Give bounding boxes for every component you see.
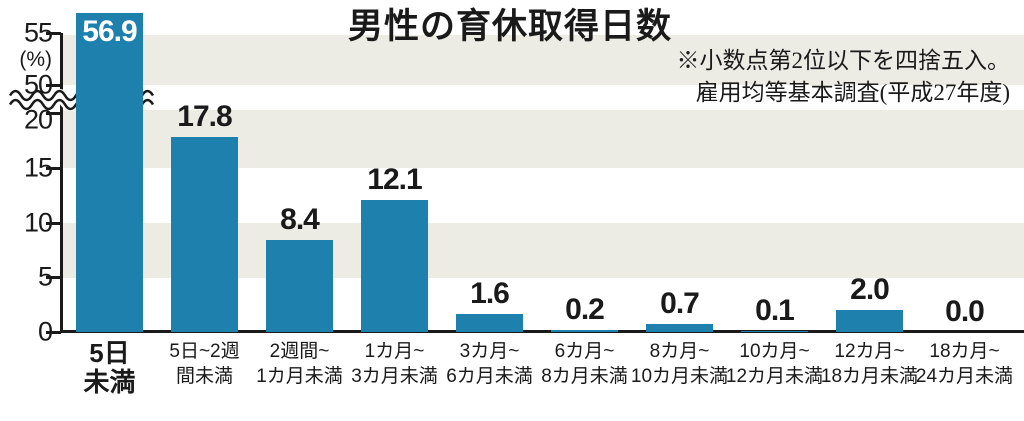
category-label: 12カ月~ 18カ月未満 xyxy=(800,339,940,389)
category-label: 6カ月~ 8カ月未満 xyxy=(515,339,655,389)
bar-5日~2週 xyxy=(171,137,238,332)
bar-5日 xyxy=(76,13,143,332)
bar-2週間~ xyxy=(266,240,333,332)
category-label: 5日~2週間未満 xyxy=(135,339,275,389)
bar-value-label: 1.6 xyxy=(470,277,510,310)
y-axis-tick xyxy=(46,276,61,280)
category-label-line: 1カ月~ xyxy=(364,341,425,362)
bar-10カ月~ xyxy=(741,331,808,332)
bar-value-label: 0.2 xyxy=(565,293,605,326)
y-axis-tick xyxy=(46,166,61,170)
y-axis-tick-label: 0 xyxy=(37,316,53,347)
bar-value-label: 8.4 xyxy=(280,203,320,236)
bar-value-label: 56.9 xyxy=(82,15,137,48)
category-label-line: 1カ月未満 xyxy=(256,366,343,387)
bar-value-label: 17.8 xyxy=(177,100,232,133)
background-band-1 xyxy=(63,35,1024,85)
category-label-line: 10カ月~ xyxy=(739,341,810,362)
category-label-line: 6カ月未満 xyxy=(446,366,533,387)
y-axis-line xyxy=(60,33,63,333)
y-axis-tick xyxy=(46,112,61,115)
note-source: 雇用均等基本調査(平成27年度) xyxy=(695,80,1010,105)
category-label-line: 12カ月未満 xyxy=(725,366,824,387)
category-label-line: 3カ月~ xyxy=(459,341,520,362)
category-label-line: 5日~2週 xyxy=(169,341,240,362)
category-label: 8カ月~ 10カ月未満 xyxy=(610,339,750,389)
bar-value-label: 2.0 xyxy=(850,273,890,306)
bar-value-label: 0.0 xyxy=(945,295,985,328)
y-axis-tick xyxy=(46,31,61,35)
category-label-line: 未満 xyxy=(83,367,136,397)
bar-1カ月~ xyxy=(361,200,428,332)
category-label: 2週間~ 1カ月未満 xyxy=(230,339,370,389)
bar-value-label: 12.1 xyxy=(367,163,422,196)
category-label-line: 24カ月未満 xyxy=(915,366,1014,387)
bar-6カ月~ xyxy=(551,330,618,332)
y-axis-tick-label: 55 xyxy=(23,17,53,48)
category-label-line: 5日 xyxy=(89,338,130,368)
category-label: 10カ月~ 12カ月未満 xyxy=(705,339,845,389)
note-rounding: ※小数点第2位以下を四捨五入。 xyxy=(676,48,1011,73)
category-label-line: 3カ月未満 xyxy=(351,366,438,387)
y-axis-tick xyxy=(46,84,61,87)
y-axis-tick xyxy=(46,331,61,334)
chart-title: 男性の育休取得日数 xyxy=(347,7,673,46)
category-label-line: 8カ月未満 xyxy=(541,366,628,387)
y-axis-tick-label: 15 xyxy=(23,152,53,183)
category-label-line: 12カ月~ xyxy=(834,341,905,362)
category-label-line: 間未満 xyxy=(175,366,233,387)
y-axis-tick-label: 20 xyxy=(23,104,53,135)
source-note: ※小数点第2位以下を四捨五入。 雇用均等基本調査(平成27年度) xyxy=(677,45,1011,109)
y-axis-tick-label: 50 xyxy=(23,69,53,100)
bar-3カ月~ xyxy=(456,314,523,332)
bar-8カ月~ xyxy=(646,324,713,332)
category-label-line: 2週間~ xyxy=(269,341,330,362)
category-label-line: 8カ月~ xyxy=(649,341,710,362)
x-axis-line xyxy=(60,330,1024,333)
category-label-line: 18カ月未満 xyxy=(820,366,919,387)
category-label-line: 10カ月未満 xyxy=(630,366,729,387)
category-label-line: 6カ月~ xyxy=(554,341,615,362)
bar-value-label: 0.7 xyxy=(660,287,700,320)
category-label-line: 18カ月~ xyxy=(929,341,1000,362)
bar-value-label: 0.1 xyxy=(755,294,795,327)
category-label: 5日 未満 xyxy=(40,339,180,397)
y-axis-tick-label: 10 xyxy=(23,207,53,237)
category-label: 3カ月~ 6カ月未満 xyxy=(420,339,560,389)
y-axis-tick-label: 5 xyxy=(37,261,53,292)
category-label: 18カ月~ 24カ月未満 xyxy=(895,339,1024,389)
y-axis-unit-label: (%) xyxy=(19,48,52,71)
bar-12カ月~ xyxy=(836,310,903,332)
y-axis-tick xyxy=(46,221,61,225)
category-label: 1カ月~ 3カ月未満 xyxy=(325,339,465,389)
